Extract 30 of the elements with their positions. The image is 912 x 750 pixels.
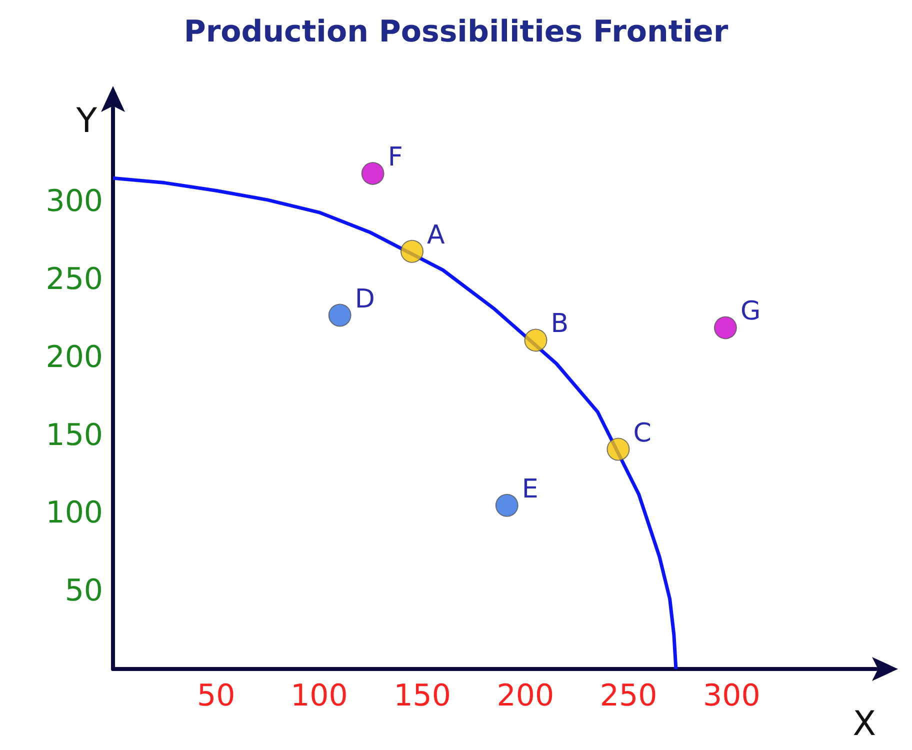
y-tick-label: 300 (46, 184, 103, 219)
point (495, 494, 518, 517)
x-tick-label: 100 (290, 678, 348, 714)
y-axis-title: Y (75, 101, 98, 141)
x-tick-label: 300 (703, 678, 760, 714)
x-tick-label: 50 (197, 678, 236, 714)
annotation: E (522, 474, 538, 504)
chart-title: Production Possibilities Frontier (184, 14, 728, 50)
annotation: B (550, 309, 569, 340)
y-tick-label: 50 (64, 574, 103, 609)
point (714, 316, 737, 340)
x-axis-title: X (852, 704, 876, 744)
point (400, 240, 424, 263)
annotation: G (740, 296, 761, 327)
y-tick-label: 200 (46, 340, 103, 375)
x-tick-label: 200 (496, 678, 554, 714)
point (524, 328, 548, 352)
point (328, 304, 352, 327)
annotation: C (633, 418, 652, 448)
y-tick-label: 250 (46, 262, 103, 297)
point (361, 162, 384, 185)
x-tick-label: 150 (394, 678, 451, 714)
annotation: D (354, 284, 375, 314)
annotation: F (388, 142, 403, 172)
point (606, 438, 630, 461)
y-tick-label: 100 (46, 496, 103, 531)
line-series (111, 176, 678, 671)
x-tick-label: 250 (600, 678, 658, 714)
y-tick-label: 150 (46, 418, 103, 453)
annotation: A (427, 220, 446, 250)
